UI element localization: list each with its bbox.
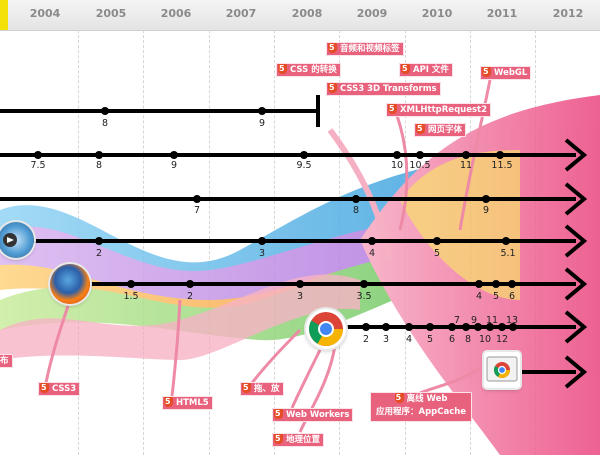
tick-label: 9 <box>471 315 477 326</box>
tick-label: 10 <box>479 334 491 345</box>
feature-stems <box>43 79 492 433</box>
tick-label: 8 <box>102 118 108 129</box>
year-header-bar: 2004 2005 2006 2007 2008 2009 2010 2011 … <box>0 0 600 31</box>
feature-tag-css3d[interactable]: CSS3 3D Transforms <box>326 81 441 96</box>
tick-label: 9.5 <box>296 160 311 171</box>
feature-tag-web-fonts[interactable]: 网页字体 <box>414 122 467 137</box>
tick-label: 5 <box>493 291 499 302</box>
feature-tag-cut-off[interactable]: 布 <box>0 354 13 368</box>
tick-label: 4 <box>476 291 482 302</box>
tick-label: 7 <box>194 205 200 216</box>
feature-tag-offline-web[interactable]: 离线 Web 应用程序：AppCache <box>370 391 473 422</box>
chrome-future-logo-icon[interactable] <box>484 352 520 388</box>
year-label[interactable]: 2011 <box>486 7 518 20</box>
feature-tag-xhr2[interactable]: XMLHttpRequest2 <box>386 102 492 117</box>
tick-label: 9 <box>483 205 489 216</box>
firefox-old-timeline: 7 8 9 <box>0 182 588 216</box>
tick-label: 8 <box>465 334 471 345</box>
html5-icon <box>401 62 410 76</box>
ie-timeline: 8 9 <box>0 95 320 129</box>
safari-timeline: 2 3 4 5 5.1 <box>20 224 588 259</box>
tick-label: 10 <box>391 160 403 171</box>
chrome-future-timeline <box>520 355 588 389</box>
safari-logo-icon[interactable] <box>0 222 34 258</box>
feature-tag-audio-video[interactable]: 音频和视频标签 <box>326 41 404 56</box>
tick-label: 9 <box>259 118 265 129</box>
html5-icon <box>40 381 49 395</box>
tick-label: 3 <box>383 334 389 345</box>
feature-tag-html5[interactable]: HTML5 <box>162 395 213 410</box>
tick-label: 6 <box>509 291 515 302</box>
feature-tag-api-docs[interactable]: API 文件 <box>399 62 453 77</box>
tick-label: 3 <box>297 291 303 302</box>
year-label[interactable]: 2007 <box>225 7 257 20</box>
html5-icon <box>278 62 287 76</box>
tick-label: 5 <box>427 334 433 345</box>
feature-tag-web-workers[interactable]: Web Workers <box>272 407 354 422</box>
year-label[interactable]: 2010 <box>421 7 453 20</box>
year-label[interactable]: 2009 <box>356 7 388 20</box>
year-label[interactable]: 2012 <box>552 7 584 20</box>
chrome-logo-icon[interactable] <box>306 309 346 349</box>
tick-label: 11.5 <box>491 160 512 171</box>
tick-label: 12 <box>496 334 508 345</box>
year-label[interactable]: 2006 <box>160 7 192 20</box>
tick-label: 8 <box>353 205 359 216</box>
feature-ribbons <box>0 95 600 455</box>
tick-label: 7 <box>454 315 460 326</box>
html5-icon <box>328 81 337 95</box>
tick-label: 9 <box>171 160 177 171</box>
firefox-timeline: 1.5 2 3 3.5 4 5 6 <box>80 267 588 302</box>
html5-icon <box>482 65 491 79</box>
feature-tag-webgl[interactable]: WebGL <box>480 65 532 80</box>
tick-label: 11 <box>460 160 472 171</box>
year-label[interactable]: 2008 <box>291 7 323 20</box>
tick-label: 3.5 <box>356 291 371 302</box>
firefox-logo-icon[interactable] <box>50 264 90 304</box>
html5-icon <box>274 432 283 446</box>
tick-label: 2 <box>187 291 193 302</box>
opera-timeline: 7.5 8 9 9.5 10 10.5 11 11.5 <box>0 138 588 172</box>
html5-icon <box>328 41 337 55</box>
feature-tag-drag-drop[interactable]: 拖、放 <box>240 381 284 396</box>
tick-label: 11 <box>486 315 498 326</box>
year-label[interactable]: 2004 <box>29 7 61 20</box>
feature-tag-css3[interactable]: CSS3 <box>38 381 81 396</box>
tick-label: 10.5 <box>409 160 430 171</box>
tick-label: 1.5 <box>123 291 138 302</box>
chrome-timeline: 7 9 11 13 2 3 4 5 6 8 10 12 <box>345 310 588 345</box>
tick-label: 3 <box>259 248 265 259</box>
year-label[interactable]: 2005 <box>95 7 127 20</box>
html5-icon <box>164 395 173 409</box>
feature-tag-geolocation[interactable]: 地理位置 <box>272 432 325 447</box>
header-accent <box>0 0 8 30</box>
tick-label: 2 <box>96 248 102 259</box>
html5-icon <box>416 122 425 136</box>
tick-label: 5.1 <box>500 248 515 259</box>
tick-label: 2 <box>363 334 369 345</box>
feature-tag-css-transform[interactable]: CSS 的转换 <box>276 62 341 77</box>
html5-icon <box>242 381 251 395</box>
html5-icon <box>274 407 283 421</box>
tick-label: 13 <box>506 315 518 326</box>
tick-label: 4 <box>369 248 375 259</box>
tick-label: 6 <box>449 334 455 345</box>
tick-label: 4 <box>406 334 412 345</box>
tick-label: 7.5 <box>30 160 45 171</box>
tick-label: 5 <box>434 248 440 259</box>
html5-icon <box>394 391 404 404</box>
tick-label: 8 <box>96 160 102 171</box>
html5-icon <box>388 102 397 116</box>
